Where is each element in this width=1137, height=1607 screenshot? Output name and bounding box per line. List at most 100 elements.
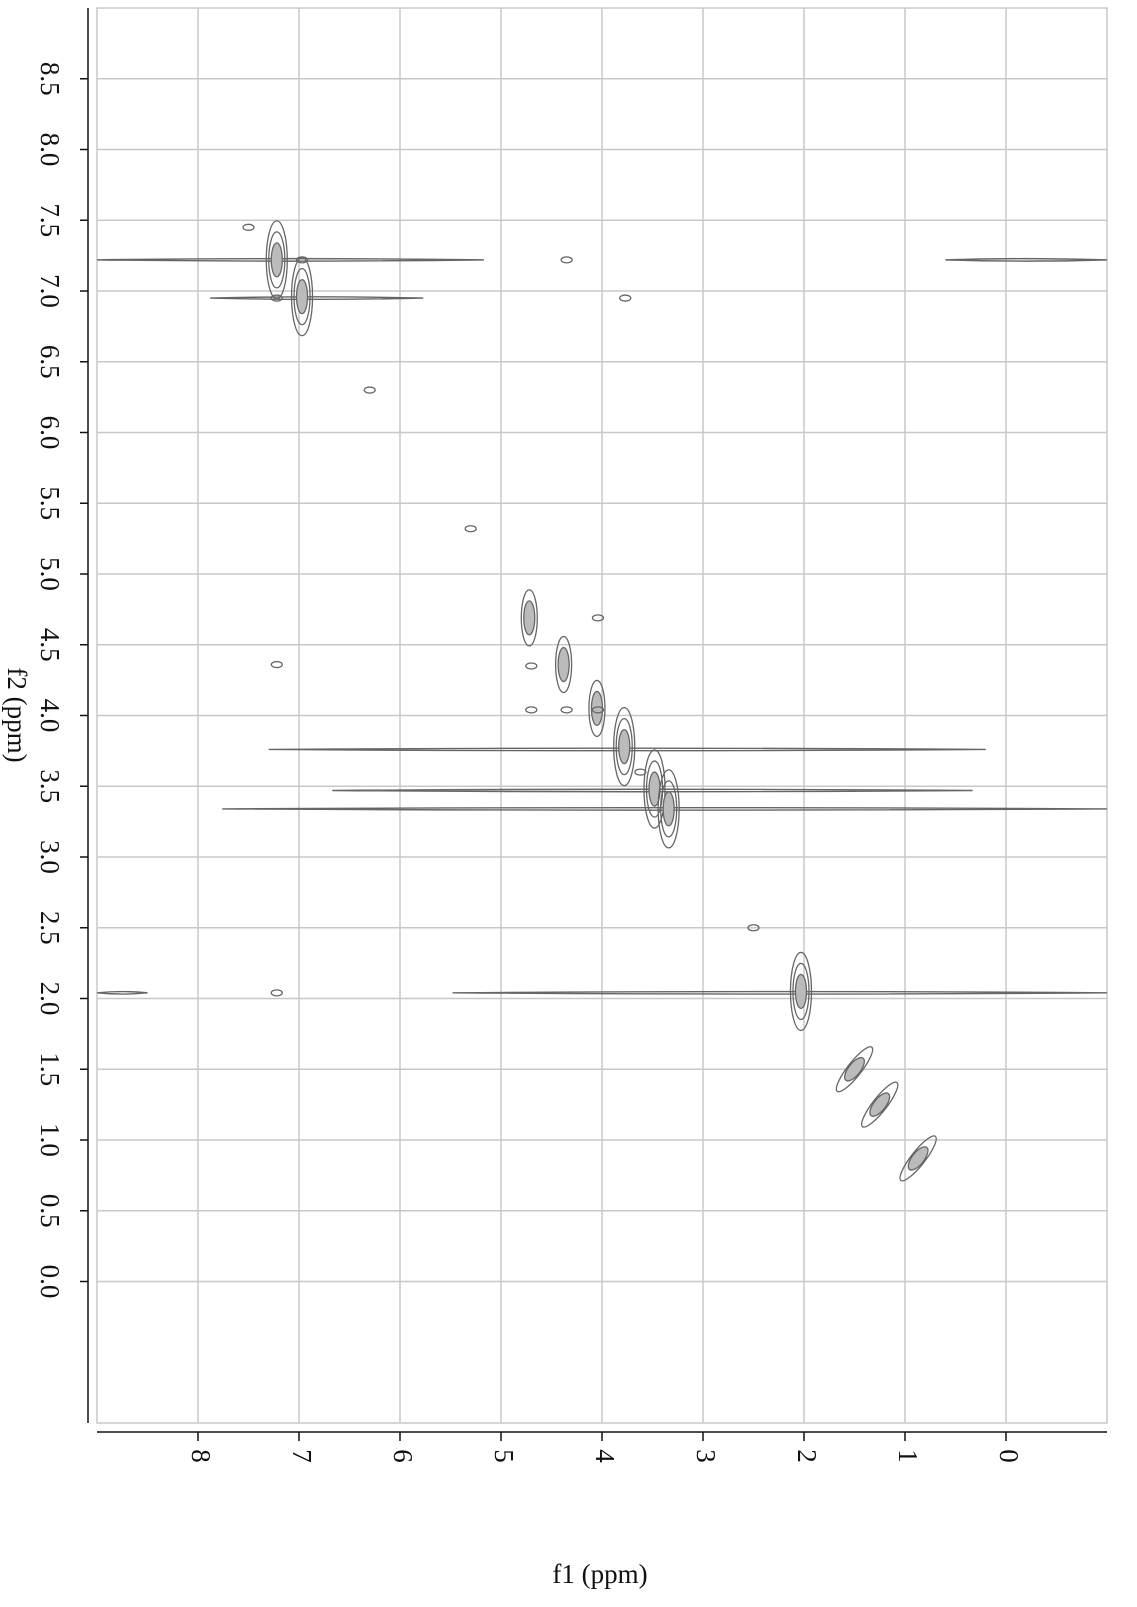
y-tick-label: 4.5 (35, 628, 65, 662)
peak (554, 635, 573, 694)
y-tick-label: 4.0 (35, 699, 65, 733)
contour (520, 589, 538, 647)
y-tick-label: 2.0 (35, 982, 65, 1016)
peak (835, 1046, 874, 1093)
ridge (96, 990, 148, 995)
peak (634, 768, 647, 776)
y-tick-label: 6.5 (35, 345, 65, 379)
peak (525, 662, 538, 670)
y-tick-label: 6.0 (35, 416, 65, 450)
contour (634, 768, 647, 776)
ridge (332, 788, 973, 793)
contour (270, 989, 283, 997)
y-tick-label: 8.5 (35, 62, 65, 96)
y-axis-label: f2 (ppm) (2, 667, 32, 762)
plot-frame (96, 7, 1108, 1424)
contour (270, 660, 283, 669)
peak (295, 256, 309, 264)
x-tick-label: 2 (792, 1449, 822, 1463)
x-tick-label: 8 (186, 1449, 216, 1463)
contour (869, 1092, 891, 1117)
y-tick-label: 5.0 (35, 557, 65, 591)
contour (295, 279, 309, 315)
y-tick-label: 8.0 (35, 133, 65, 167)
x-axis-label: f1 (ppm) (552, 1559, 647, 1589)
contour (557, 646, 570, 683)
peak (560, 256, 573, 264)
peak (643, 749, 666, 829)
contour (525, 662, 538, 670)
y-tick-label: 0.0 (35, 1265, 65, 1299)
contour (525, 706, 538, 714)
y-tick-label: 0.5 (35, 1194, 65, 1228)
contour (619, 294, 632, 302)
contour (662, 791, 675, 827)
peak (591, 614, 605, 622)
contour (591, 706, 605, 714)
contour (618, 728, 631, 765)
contour (363, 386, 376, 394)
contour (560, 256, 573, 264)
ridge (96, 257, 484, 262)
peak (464, 525, 477, 533)
peak (290, 257, 314, 337)
contour (268, 231, 286, 289)
contour (588, 679, 606, 738)
contour (293, 268, 311, 326)
peak (363, 386, 376, 394)
peak (270, 660, 283, 669)
contour (615, 717, 633, 776)
peak (591, 706, 605, 714)
contour (899, 1135, 937, 1182)
x-tick-label: 4 (590, 1449, 620, 1463)
peak (520, 589, 538, 647)
x-tick-label: 1 (893, 1449, 923, 1463)
peak (560, 706, 573, 714)
contour (657, 769, 680, 849)
contour (591, 614, 605, 622)
y-tick-label: 3.0 (35, 840, 65, 874)
peak (270, 294, 283, 302)
contour (660, 780, 678, 838)
contour (794, 973, 808, 1010)
contour (270, 294, 283, 302)
ridge (210, 296, 424, 301)
x-tick-label: 7 (287, 1449, 317, 1463)
peak (242, 223, 255, 231)
peak (265, 220, 288, 300)
peak (270, 989, 283, 997)
x-tick-label: 5 (489, 1449, 519, 1463)
y-tick-label: 7.5 (35, 203, 65, 237)
y-tick-label: 3.5 (35, 769, 65, 803)
peak (613, 706, 636, 787)
x-tick-label: 6 (388, 1449, 418, 1463)
y-tick-label: 7.0 (35, 274, 65, 308)
contour (907, 1146, 929, 1171)
ridge (268, 747, 986, 752)
y-tick-label: 5.5 (35, 486, 65, 520)
contour (554, 635, 573, 694)
peak (525, 706, 538, 714)
peak (657, 769, 680, 849)
peak (789, 951, 813, 1032)
y-tick-label: 1.0 (35, 1123, 65, 1157)
contour (290, 257, 314, 337)
contour (643, 749, 666, 829)
contour (789, 951, 813, 1032)
peak (747, 924, 760, 932)
contour (792, 962, 810, 1021)
contour (861, 1081, 899, 1128)
peak (899, 1135, 937, 1182)
contour (270, 242, 283, 278)
contour (613, 706, 636, 787)
contour (295, 256, 309, 264)
contour (523, 600, 536, 636)
ridge (222, 806, 1108, 811)
contour (560, 706, 573, 714)
x-tick-label: 0 (994, 1449, 1024, 1463)
ridge (452, 990, 1108, 995)
x-tick-label: 3 (691, 1449, 721, 1463)
contour (464, 525, 477, 533)
ridge (945, 257, 1108, 262)
